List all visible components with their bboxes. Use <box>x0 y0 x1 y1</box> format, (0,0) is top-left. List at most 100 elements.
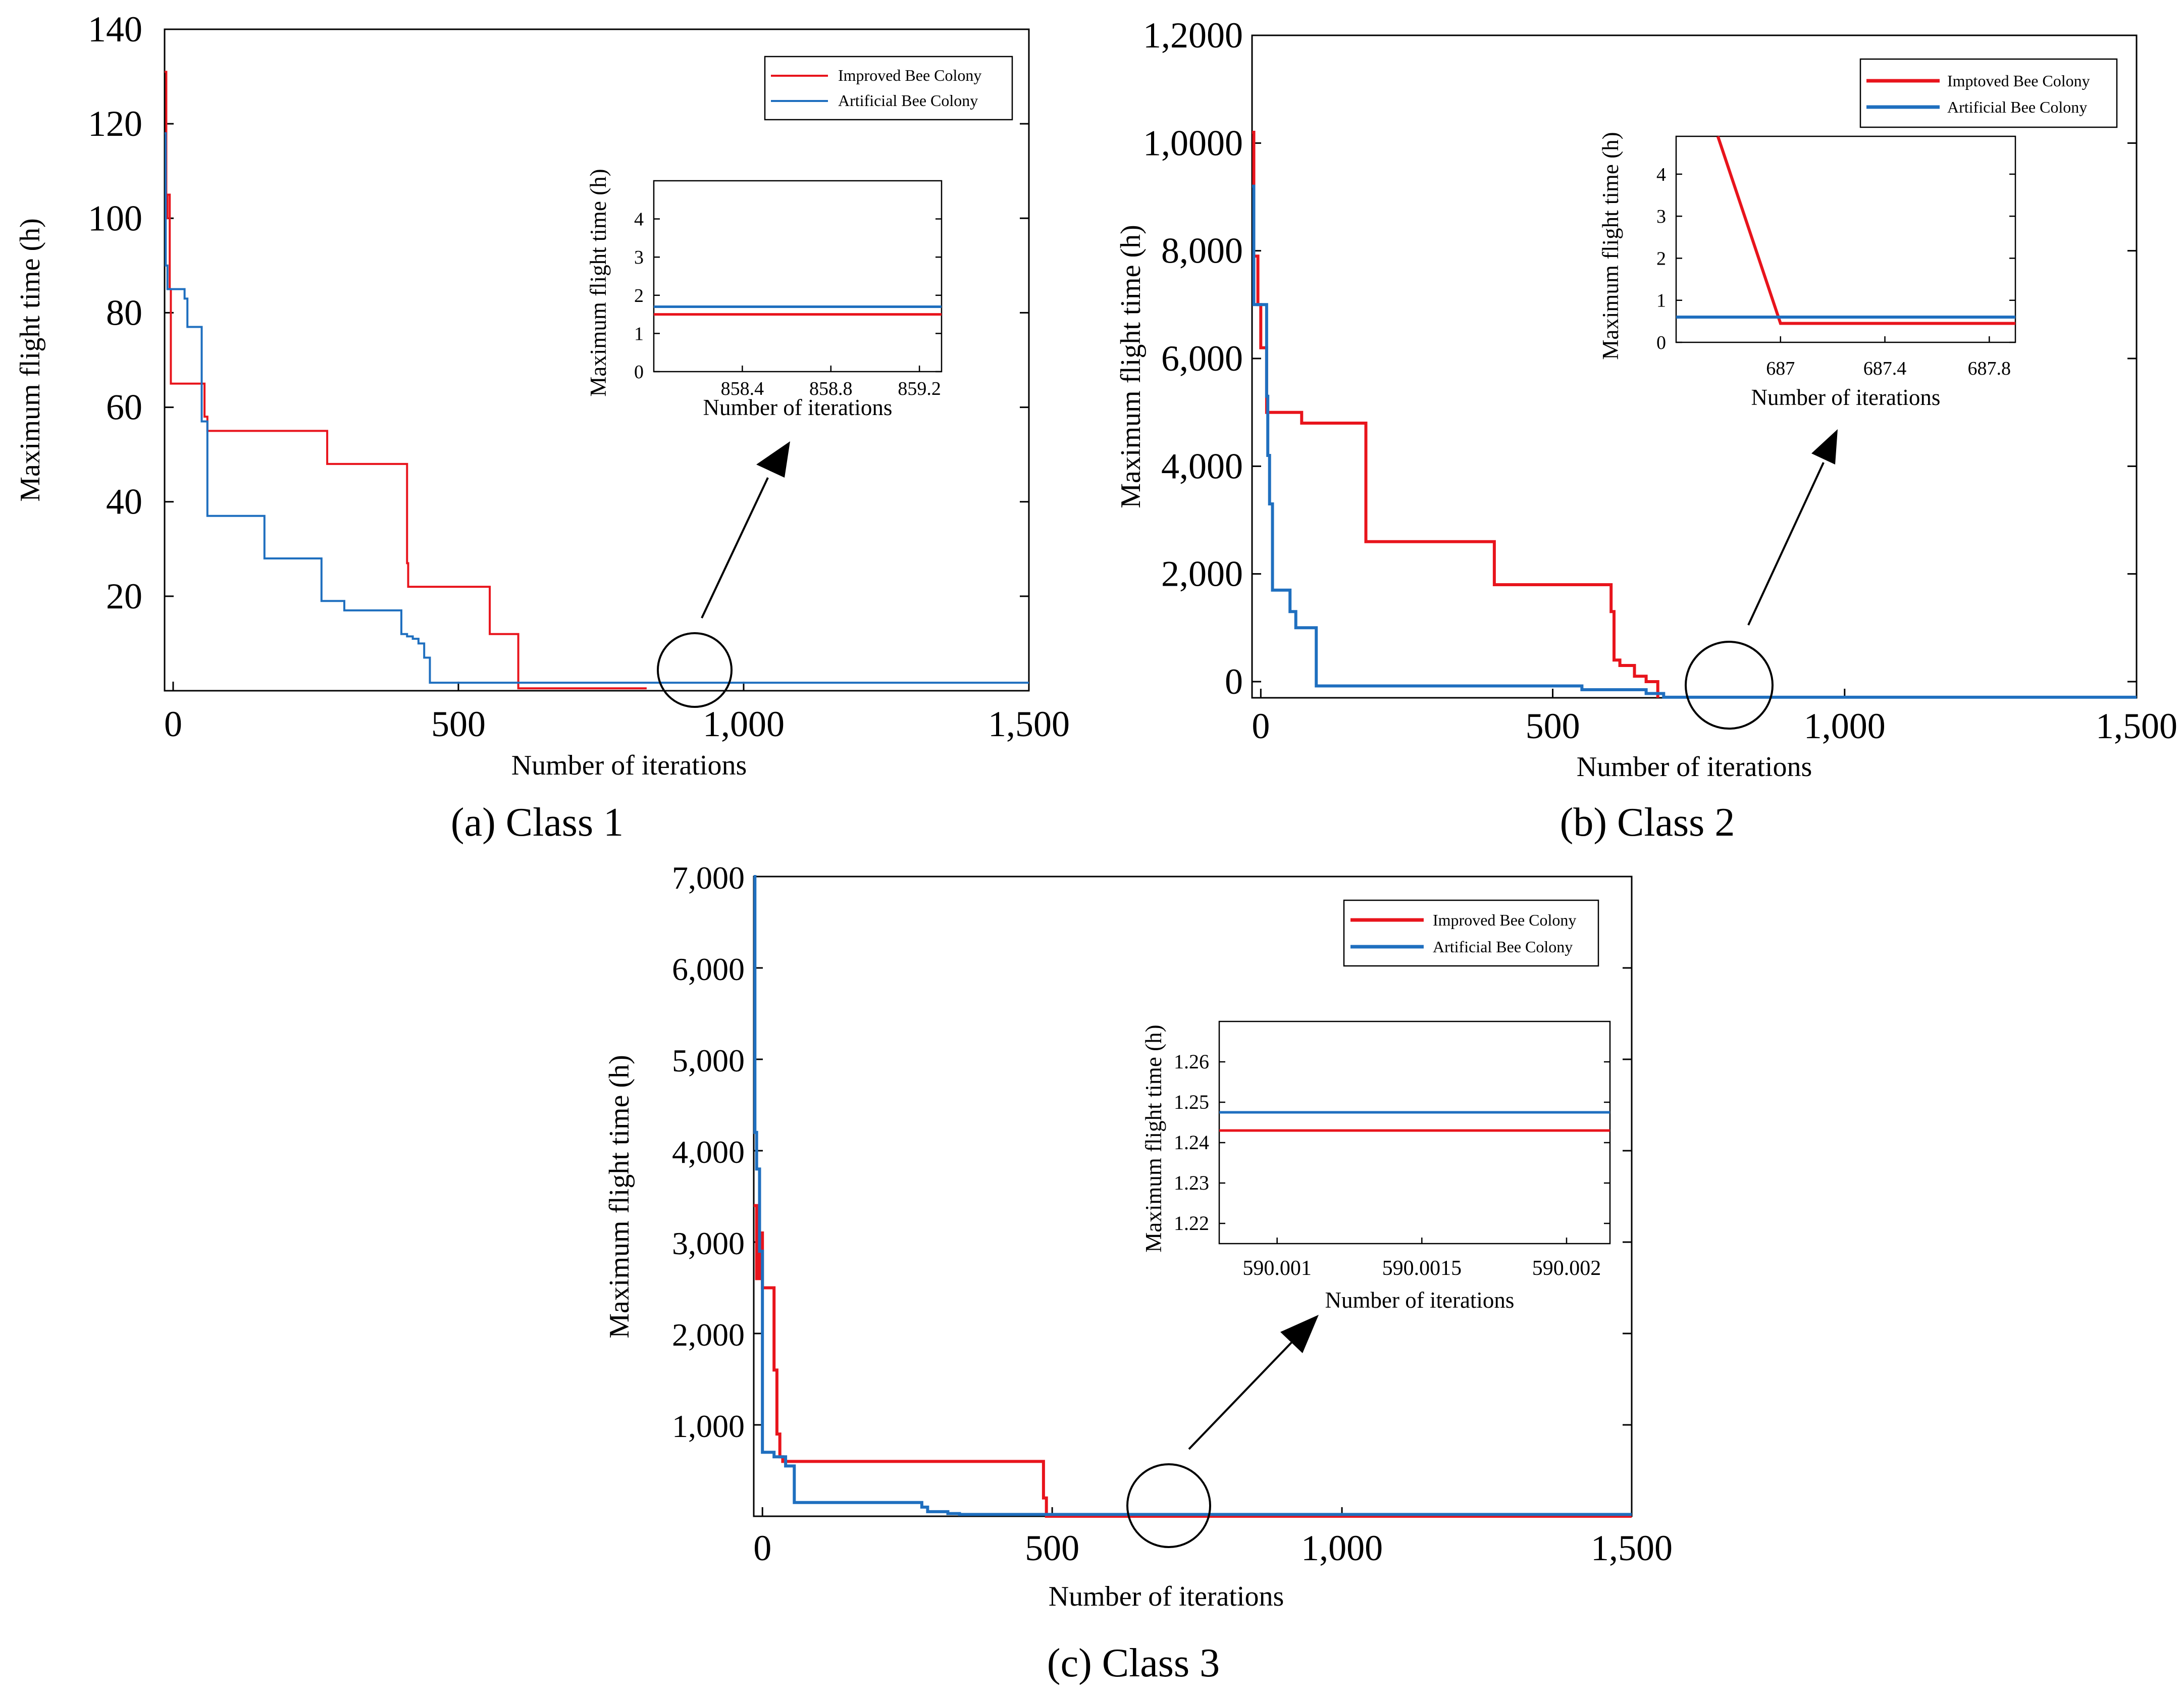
panel-a-inset-x-tick-labels: 858.4 858.8 859.2 <box>721 378 941 399</box>
panel-a-ytick-label: 80 <box>106 292 142 333</box>
panel-a-plot-frame <box>164 28 1030 692</box>
panel-b-inset: 0 1 2 3 4 687 687.4 687.8 Number of iterations… <box>1598 132 2016 410</box>
panel-a-zoom-arrow <box>701 477 769 619</box>
panel-b-zoom-arrowhead <box>1811 429 1838 465</box>
panel-a-inset-ytick-label: 2 <box>634 285 644 306</box>
panel-b-inset-improved-line <box>1716 136 2015 325</box>
panel-b-series <box>1252 131 2137 699</box>
panel-a-inset-ytick-label: 3 <box>634 247 644 268</box>
panel-a-ytick-label: 100 <box>88 198 142 238</box>
panel-c-ytick-label: 4,000 <box>672 1134 745 1170</box>
panel-b-inset-x-tick-labels: 687 687.4 687.8 <box>1766 358 2011 379</box>
panel-a-inset-xtick-label: 858.8 <box>809 378 853 399</box>
panel-a-ytick-label: 20 <box>106 576 142 617</box>
panel-c-xtick-label: 1,500 <box>1591 1528 1673 1568</box>
panel-b-inset-ytick-label: 4 <box>1656 164 1666 185</box>
panel-a-inset-ytick-label: 4 <box>634 209 644 230</box>
panel-a-artificial-bee-colony-line <box>165 132 1029 684</box>
panel-b-legend-improved: Imptoved Bee Colony <box>1947 72 2090 90</box>
panel-a-inset-y-tick-labels: 0 1 2 3 4 <box>634 209 644 383</box>
panel-a-inset-x-label: Number of iterations <box>703 395 893 420</box>
panel-b-zoom-circle <box>1685 641 1774 730</box>
panel-c-inset-xtick-label: 590.0015 <box>1382 1257 1462 1280</box>
panel-a-inset-frame <box>653 180 943 373</box>
panel-a-legend-improved: Improved Bee Colony <box>838 66 981 84</box>
panel-a-series <box>165 71 1029 690</box>
panel-b-y-axis-label: Maximum flight time (h) <box>1115 225 1147 508</box>
panel-a-inset-y-label: Maximum flight time (h) <box>586 169 611 396</box>
panel-c-legend-improved: Improved Bee Colony <box>1433 911 1576 929</box>
panel-c-inset: 1.221.231.241.251.26 590.001 590.0015 590.… <box>1141 1020 1611 1313</box>
panel-c-x-axis-label: Number of iterations <box>1049 1581 1284 1612</box>
panel-b-artificial-bee-colony-line <box>1252 184 2137 699</box>
panel-c-caption: (c) Class 3 <box>1047 1641 1220 1685</box>
panel-b-inset-y-tick-labels: 0 1 2 3 4 <box>1656 164 1666 353</box>
panel-b-ytick-label: 8,000 <box>1161 231 1243 271</box>
panel-a-xtick-label: 0 <box>164 704 182 744</box>
panel-b-inset-ytick-label: 0 <box>1656 332 1666 353</box>
panel-c-y-tick-labels: 1,000 2,000 3,000 4,000 5,000 6,000 7,000 <box>672 860 745 1444</box>
panel-c: 1,000 2,000 3,000 4,000 5,000 6,000 7,000 0 500… <box>604 860 1673 1685</box>
panel-c-inset-y-label: Maximum flight time (h) <box>1141 1024 1166 1252</box>
panel-c-inset-x-label: Number of iterations <box>1325 1288 1515 1313</box>
panel-c-inset-xtick-label: 590.001 <box>1242 1257 1312 1280</box>
panel-a-xtick-label: 1,500 <box>988 704 1070 744</box>
panel-a-x-axis-label: Number of iterations <box>511 750 747 781</box>
panel-c-inset-ytick-label: 1.26 <box>1174 1050 1209 1073</box>
panel-b-caption: (b) Class 2 <box>1560 800 1735 845</box>
panel-b-xtick-label: 500 <box>1526 706 1580 746</box>
panel-a-ytick-label: 40 <box>106 482 142 522</box>
panel-b-inset-tick-marks <box>1676 173 2015 343</box>
panel-a-ytick-label: 140 <box>88 9 142 49</box>
panel-c-ytick-label: 5,000 <box>672 1043 745 1079</box>
panel-c-ytick-label: 2,000 <box>672 1317 745 1353</box>
panel-c-inset-y-tick-labels: 1.22 1.23 1.24 1.25 1.26 <box>1174 1050 1209 1235</box>
panel-a-xtick-label: 500 <box>431 704 486 744</box>
panel-b-ytick-label: 1,0000 <box>1143 123 1243 163</box>
panel-a-legend-artificial: Artificial Bee Colony <box>838 91 978 110</box>
panel-b-legend[interactable]: Imptoved Bee Colony Artificial Bee Colon… <box>1859 58 2118 128</box>
panel-c-inset-ytick-label: 1.24 <box>1174 1131 1209 1154</box>
panel-a-ytick-label: 120 <box>88 104 142 144</box>
panel-b-x-tick-labels: 0 500 1,000 1,500 <box>1252 706 2177 746</box>
panel-c-inset-frame <box>1218 1020 1611 1245</box>
panel-a-y-axis-label: Maximum flight time (h) <box>15 218 46 501</box>
panel-a-ytick-label: 60 <box>106 387 142 428</box>
panel-a-inset-ytick-label: 0 <box>634 362 644 383</box>
panel-b-inset-y-label: Maximum flight time (h) <box>1598 132 1623 360</box>
panel-b-xtick-label: 1,000 <box>1804 706 1886 746</box>
panel-c-zoom-circle <box>1126 1463 1211 1548</box>
panel-b-xtick-label: 0 <box>1252 706 1270 746</box>
panel-b-inset-ytick-label: 3 <box>1656 206 1666 227</box>
panel-a-inset-tick-marks <box>654 218 942 373</box>
panel-b-ytick-label: 6,000 <box>1161 338 1243 379</box>
panel-a-inset-xtick-label: 859.2 <box>898 378 941 399</box>
panel-a-y-tick-labels: 20 40 60 80 100 120 140 <box>88 9 142 617</box>
panel-a-inset-ytick-label: 1 <box>634 323 644 344</box>
panel-b-inset-ytick-label: 1 <box>1656 290 1666 312</box>
panel-c-legend[interactable]: Improved Bee Colony Artificial Bee Colon… <box>1343 899 1599 967</box>
panel-b-inset-ytick-label: 2 <box>1656 248 1666 269</box>
panel-b-inset-frame <box>1675 135 2016 343</box>
panel-c-inset-ytick-label: 1.25 <box>1174 1091 1209 1113</box>
panel-c-inset-xtick-label: 590.002 <box>1532 1257 1601 1280</box>
panel-c-ytick-label: 3,000 <box>672 1225 745 1261</box>
panel-c-inset-tick-marks <box>1219 1061 1610 1244</box>
panel-a-legend[interactable]: Improved Bee Colony Artificial Bee Colon… <box>764 56 1013 121</box>
panel-b-inset-xtick-label: 687.4 <box>1863 358 1907 379</box>
panel-b-xtick-label: 1,500 <box>2096 706 2177 746</box>
panel-b-ytick-label: 0 <box>1225 661 1243 702</box>
panel-b-legend-artificial: Artificial Bee Colony <box>1947 98 2087 116</box>
panel-b-inset-x-label: Number of iterations <box>1751 385 1941 410</box>
panel-c-xtick-label: 1,000 <box>1301 1528 1383 1568</box>
panel-a-inset-xtick-label: 858.4 <box>721 378 764 399</box>
panel-c-inset-ytick-label: 1.23 <box>1174 1171 1209 1194</box>
panel-c-legend-artificial: Artificial Bee Colony <box>1433 938 1573 956</box>
panel-b-inset-xtick-label: 687 <box>1766 358 1795 379</box>
panel-b-x-axis-label: Number of iterations <box>1577 751 1812 783</box>
panel-c-artificial-bee-colony-line <box>753 875 1632 1516</box>
panel-b-ytick-label: 2,000 <box>1161 554 1243 594</box>
panel-c-xtick-label: 500 <box>1025 1528 1079 1568</box>
